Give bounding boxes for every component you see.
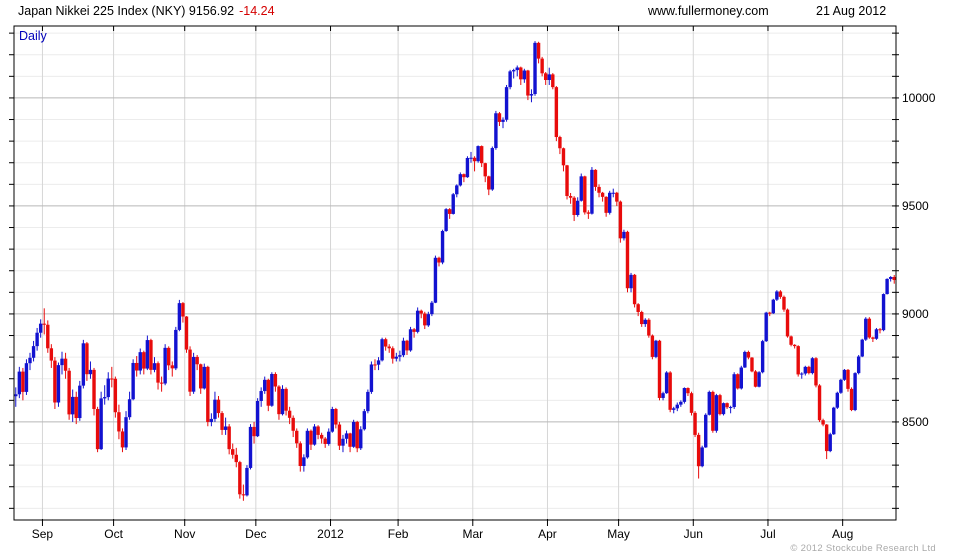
x-axis-label: Dec — [245, 527, 267, 541]
y-axis-label: 8500 — [902, 414, 929, 429]
date-label: 21 Aug 2012 — [816, 4, 887, 18]
x-axis-label: Nov — [174, 527, 196, 541]
x-axis-label: Jun — [683, 527, 703, 541]
copyright-notice: © 2012 Stockcube Research Ltd — [790, 543, 936, 554]
x-axis-label: Feb — [387, 527, 409, 541]
chart-title: Japan Nikkei 225 Index (NKY) 9156.92 -14.… — [18, 4, 275, 18]
x-axis-label: Mar — [462, 527, 484, 541]
y-axis-label: 9500 — [902, 198, 929, 213]
x-axis-label: Oct — [104, 527, 123, 541]
x-axis-label: May — [607, 527, 630, 541]
y-axis-label: 10000 — [902, 90, 936, 105]
x-axis-label: 2012 — [317, 527, 344, 541]
x-axis-label: Sep — [31, 527, 54, 541]
chart-change-value: -14.24 — [239, 4, 275, 18]
y-axis-label: 9000 — [902, 306, 929, 321]
x-axis-label: Jul — [760, 527, 776, 541]
chart-title-text: Japan Nikkei 225 Index (NKY) 9156.92 — [18, 4, 235, 18]
x-axis-label: Apr — [538, 527, 557, 541]
website-label: www.fullermoney.com — [648, 4, 769, 18]
x-axis-label: Aug — [831, 527, 854, 541]
frequency-label: Daily — [19, 29, 47, 43]
